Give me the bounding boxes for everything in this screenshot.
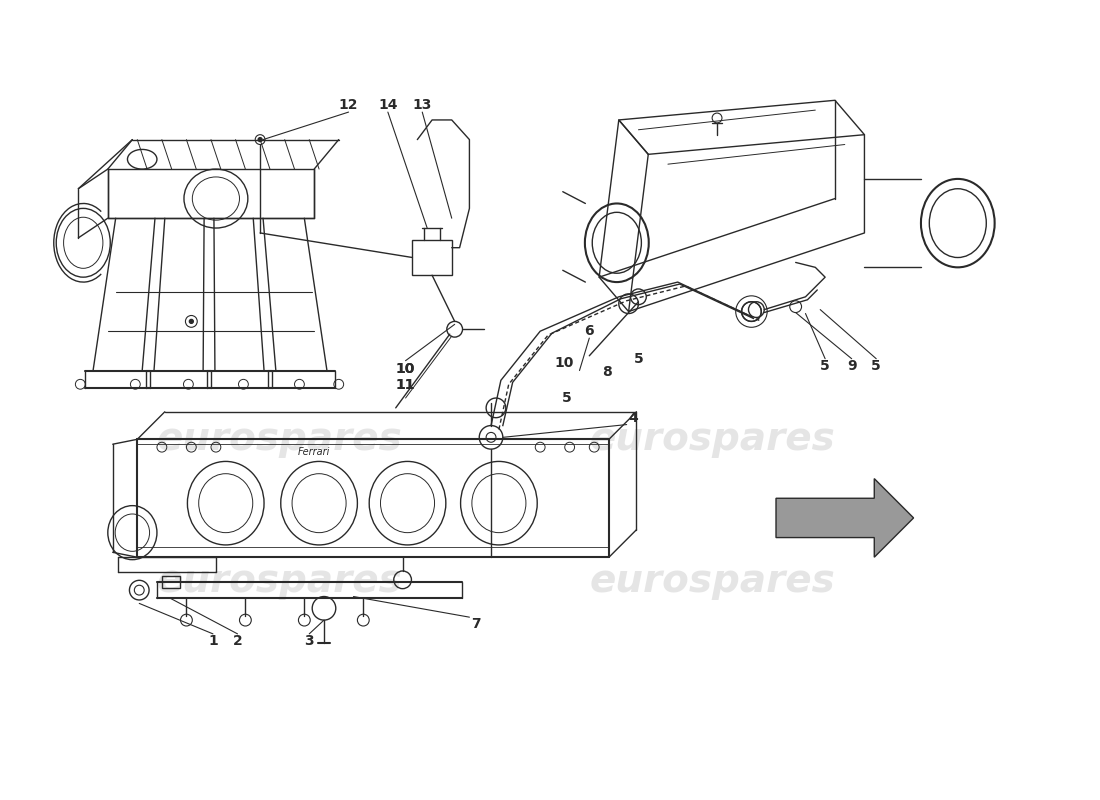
Text: 1: 1 bbox=[208, 634, 218, 648]
Text: 2: 2 bbox=[232, 634, 242, 648]
Text: 7: 7 bbox=[472, 617, 481, 631]
Text: 12: 12 bbox=[339, 98, 359, 112]
Text: eurospares: eurospares bbox=[590, 562, 835, 600]
Text: 3: 3 bbox=[305, 634, 315, 648]
Text: 5: 5 bbox=[562, 391, 572, 405]
Text: 10: 10 bbox=[554, 356, 573, 370]
Text: 10: 10 bbox=[396, 362, 415, 375]
Text: 11: 11 bbox=[396, 378, 416, 392]
Text: 8: 8 bbox=[602, 366, 612, 379]
Text: 6: 6 bbox=[584, 324, 594, 338]
Text: 4: 4 bbox=[628, 410, 638, 425]
Text: eurospares: eurospares bbox=[157, 562, 403, 600]
Text: eurospares: eurospares bbox=[157, 420, 403, 458]
Circle shape bbox=[258, 138, 262, 142]
Text: 5: 5 bbox=[634, 352, 643, 366]
Text: eurospares: eurospares bbox=[590, 420, 835, 458]
Text: 14: 14 bbox=[378, 98, 397, 112]
Text: 5: 5 bbox=[871, 358, 881, 373]
Text: 13: 13 bbox=[412, 98, 432, 112]
Text: 9: 9 bbox=[847, 358, 857, 373]
Bar bbox=[162, 576, 179, 588]
Circle shape bbox=[189, 319, 194, 323]
Text: 11: 11 bbox=[396, 378, 416, 392]
Bar bbox=[412, 240, 452, 275]
Text: 10: 10 bbox=[396, 362, 415, 375]
Text: Ferrari: Ferrari bbox=[298, 447, 330, 457]
Polygon shape bbox=[776, 478, 914, 558]
Text: 5: 5 bbox=[821, 358, 830, 373]
